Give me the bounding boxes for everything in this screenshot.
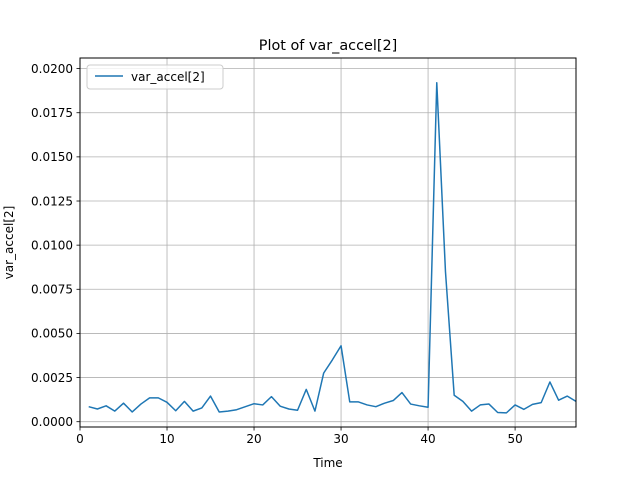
y-tick-label: 0.0100 <box>31 238 73 252</box>
x-tick-label: 10 <box>159 432 174 446</box>
axes-frame <box>79 57 577 428</box>
y-axis-label: var_accel[2] <box>2 206 16 280</box>
y-tick-label: 0.0075 <box>31 283 73 297</box>
x-tick-label: 40 <box>420 432 435 446</box>
y-tick-label: 0.0000 <box>31 415 73 429</box>
x-tick-label: 0 <box>76 432 84 446</box>
y-tick-label: 0.0050 <box>31 327 73 341</box>
x-tick-label: 20 <box>246 432 261 446</box>
x-axis-label: Time <box>312 456 342 470</box>
x-tick-label: 50 <box>507 432 522 446</box>
series-line <box>88 81 577 414</box>
legend: var_accel[2] <box>86 64 224 90</box>
legend-box <box>86 64 224 90</box>
series-layer <box>88 81 577 414</box>
y-tick-label: 0.0200 <box>31 62 73 76</box>
y-tick-label: 0.0025 <box>31 371 73 385</box>
y-tick-label: 0.0150 <box>31 150 73 164</box>
ticks: 0 10 20 30 40 50 0.0000 0.0025 0.0050 0.0075 0.010… <box>31 62 523 446</box>
grid <box>79 58 576 427</box>
chart-title: Plot of var_accel[2] <box>259 38 397 54</box>
y-tick-label: 0.0125 <box>31 194 73 208</box>
legend-label: var_accel[2] <box>131 70 205 84</box>
y-tick-label: 0.0175 <box>31 106 73 120</box>
x-tick-label: 30 <box>333 432 348 446</box>
